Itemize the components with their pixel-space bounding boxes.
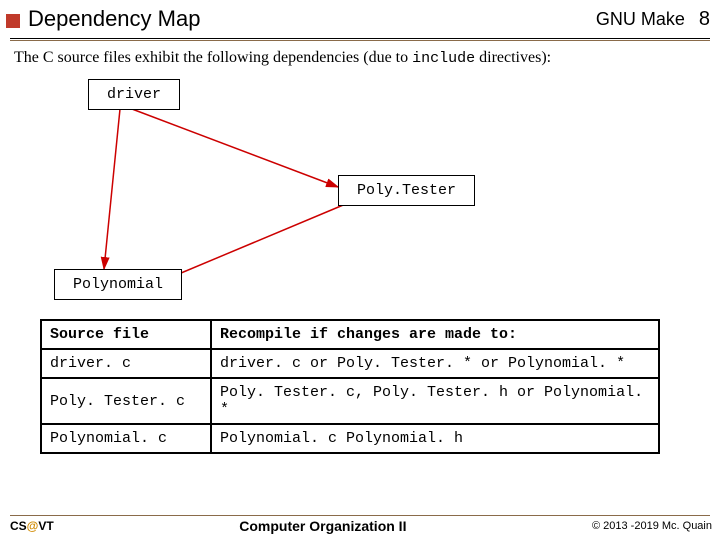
intro-prefix: The C source files exhibit the following… (14, 49, 412, 66)
footer-cs: CS (10, 519, 27, 533)
title-bullet (6, 14, 20, 28)
intro-code: include (412, 50, 475, 67)
table-cell: Poly. Tester. c (41, 378, 211, 424)
table-header-col1: Source file (41, 320, 211, 349)
dependency-arrow (104, 109, 120, 269)
table-row: Polynomial. cPolynomial. c Polynomial. h (41, 424, 659, 453)
footer-rule (10, 515, 710, 516)
footer-at: @ (27, 519, 39, 533)
dependency-table: Source file Recompile if changes are mad… (40, 319, 660, 454)
table-cell: driver. c (41, 349, 211, 378)
table-row: driver. cdriver. c or Poly. Tester. * or… (41, 349, 659, 378)
footer-left: CS@VT (0, 519, 54, 533)
intro-suffix: directives): (475, 49, 551, 66)
table-header-col2: Recompile if changes are made to: (211, 320, 659, 349)
header-rule-1 (10, 38, 710, 39)
slide-header: Dependency Map GNU Make 8 (0, 0, 720, 36)
slide-footer: CS@VT Computer Organization II © 2013 -2… (0, 518, 720, 534)
node-driver: driver (88, 79, 180, 110)
table-body: driver. cdriver. c or Poly. Tester. * or… (41, 349, 659, 453)
intro-text: The C source files exhibit the following… (0, 41, 720, 67)
header-context: GNU Make (596, 9, 685, 30)
table-cell: Poly. Tester. c, Poly. Tester. h or Poly… (211, 378, 659, 424)
slide-title: Dependency Map (28, 6, 596, 32)
page-number: 8 (699, 8, 710, 31)
table-cell: Polynomial. c (41, 424, 211, 453)
table-header-row: Source file Recompile if changes are mad… (41, 320, 659, 349)
dependency-arrow (162, 203, 348, 281)
table-cell: Polynomial. c Polynomial. h (211, 424, 659, 453)
node-polytester: Poly.Tester (338, 175, 475, 206)
dependency-diagram: driver Poly.Tester Polynomial (30, 71, 690, 311)
footer-right: © 2013 -2019 Mc. Quain (592, 520, 720, 532)
dependency-arrow (132, 109, 338, 187)
table-cell: driver. c or Poly. Tester. * or Polynomi… (211, 349, 659, 378)
footer-vt: VT (38, 519, 53, 533)
table-row: Poly. Tester. cPoly. Tester. c, Poly. Te… (41, 378, 659, 424)
footer-center: Computer Organization II (54, 518, 592, 534)
node-polynomial: Polynomial (54, 269, 182, 300)
